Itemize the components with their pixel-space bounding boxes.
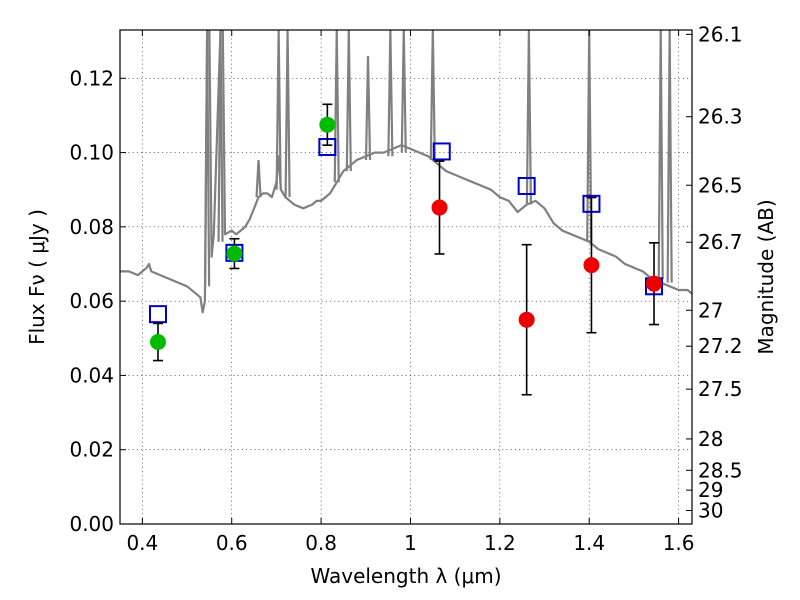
y2-tick-label: 27.2 [698,334,743,358]
emission-line [333,30,340,183]
y2-tick-label: 27.5 [698,377,743,401]
emission-line [666,30,673,283]
y2-axis-label: Magnitude (AB) [754,199,778,354]
y-tick-label: 0.10 [69,141,114,165]
data-point [583,257,600,274]
y-tick-label: 0.08 [69,215,114,239]
y2-tick-label: 26.5 [698,173,743,197]
emission-line [525,30,532,205]
y-axis: 0.00 0.02 0.04 0.06 0.08 0.10 0.12 [69,66,126,536]
y2-tick-label: 26.3 [698,105,743,129]
x-tick-label: 1.4 [573,531,605,555]
x-tick-label: 1.2 [484,531,516,555]
y2-tick-label: 26.1 [698,22,743,46]
emission-line [204,30,211,287]
x-tick-label: 1 [404,531,417,555]
data-point [431,199,448,216]
data-point [149,334,166,350]
x-tick-label: 0.8 [305,531,337,555]
y-tick-label: 0.06 [69,289,114,313]
x-tick-label: 1.6 [663,531,695,555]
measurement-points [149,116,663,350]
emission-line [387,30,394,157]
emission-line [429,30,436,161]
y-tick-label: 0.00 [69,512,114,536]
model-spectrum [120,30,692,314]
model-photometry [148,138,664,324]
y2-tick-label: 28.5 [698,458,743,482]
data-point [518,311,535,328]
emission-line [275,30,282,190]
data-point [319,116,336,133]
emission-line [345,30,352,172]
plot-area [120,30,692,396]
data-point [226,245,243,262]
x-axis: 0.4 0.6 0.8 1 1.2 1.4 1.6 [126,30,695,555]
emission-line [586,30,593,242]
model-square [517,177,536,195]
emission-line [284,30,291,198]
model-square [148,305,167,324]
emission-line [364,55,372,161]
data-point [646,275,663,292]
y-tick-label: 0.02 [69,438,114,462]
y-axis-label: Flux Fν ( μJy ) [25,209,49,345]
emission-line [657,30,664,279]
emission-line [400,30,407,153]
emission-line [255,159,262,198]
y2-tick-label: 30 [698,499,723,523]
emission-line [217,30,224,242]
y2-tick-label: 27 [698,298,723,322]
plot-frame [119,29,693,525]
y2-tick-label: 28 [698,427,723,451]
y2-tick-label: 26.7 [698,230,743,254]
y2-tick-label: 29 [698,478,723,502]
x-axis-label: Wavelength λ (μm) [310,564,501,588]
x-tick-label: 0.4 [126,531,158,555]
y-tick-label: 0.12 [69,66,114,90]
y-tick-label: 0.04 [69,363,114,387]
model-square [432,142,451,161]
x-tick-label: 0.6 [216,531,248,555]
